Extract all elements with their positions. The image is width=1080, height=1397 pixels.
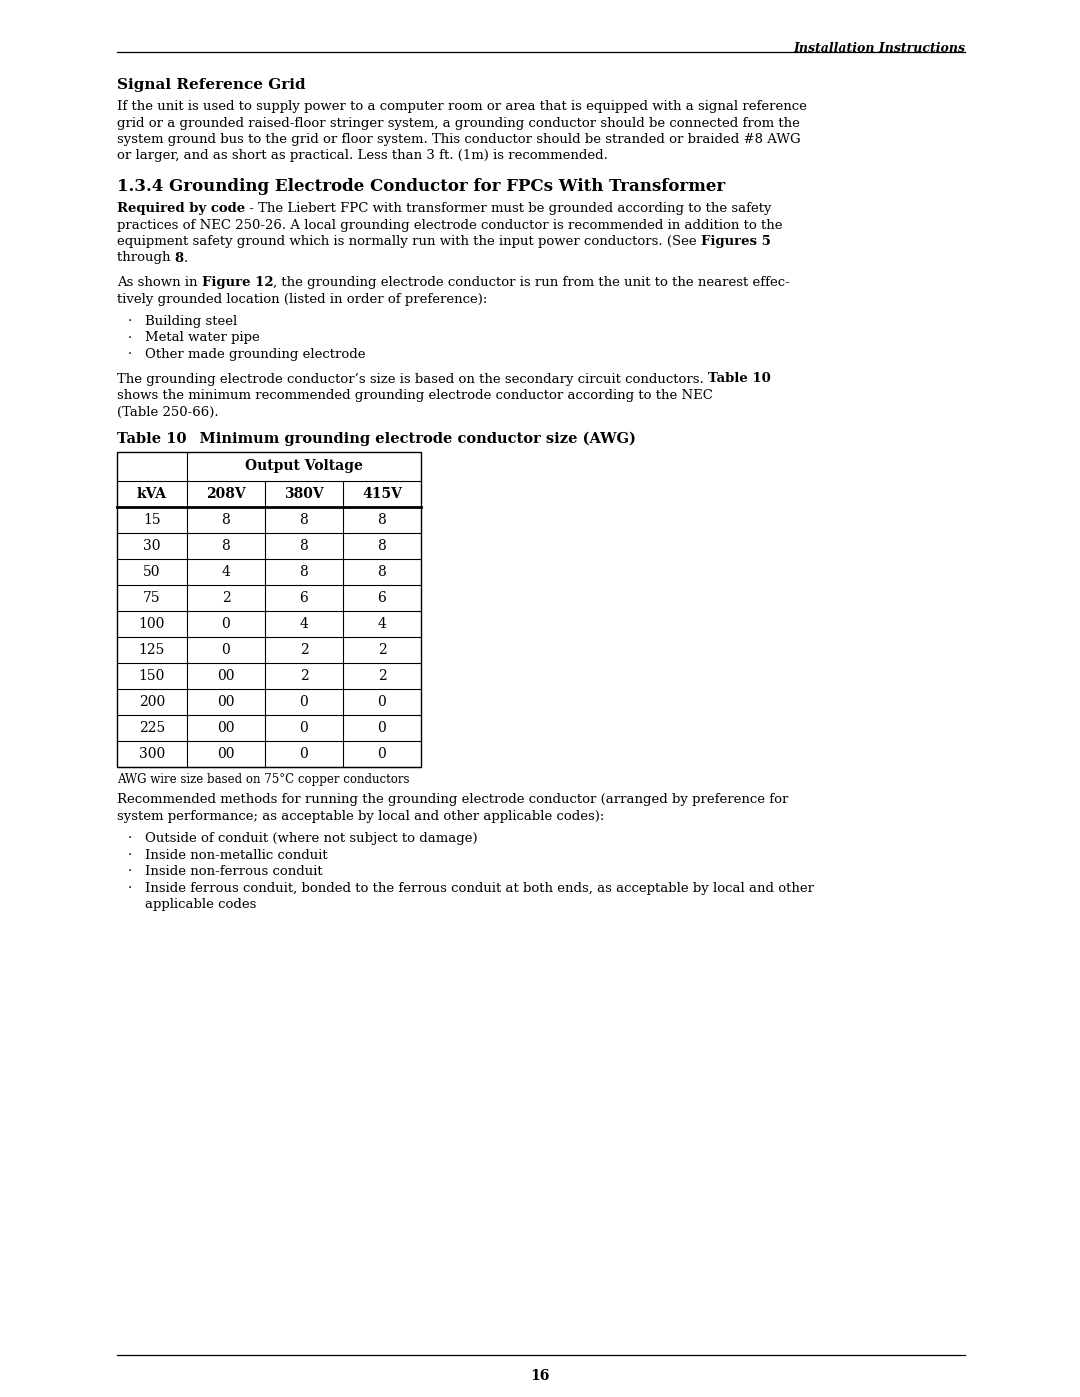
Text: 150: 150 [139,669,165,683]
Text: system performance; as acceptable by local and other applicable codes):: system performance; as acceptable by loc… [117,810,605,823]
Text: system ground bus to the grid or floor system. This conductor should be stranded: system ground bus to the grid or floor s… [117,133,800,147]
Text: 0: 0 [378,746,387,760]
Text: , the grounding electrode conductor is run from the unit to the nearest effec-: , the grounding electrode conductor is r… [273,277,791,289]
Text: 8: 8 [221,513,230,527]
Text: 0: 0 [378,721,387,735]
Text: ·: · [129,882,132,894]
Text: 0: 0 [299,721,309,735]
Text: ·: · [129,848,132,862]
Text: ·: · [129,314,132,328]
Text: 8: 8 [378,564,387,578]
Text: 2: 2 [378,643,387,657]
Text: Figure 12: Figure 12 [202,277,273,289]
Text: The grounding electrode conductor’s size is based on the secondary circuit condu: The grounding electrode conductor’s size… [117,373,708,386]
Text: Grounding Electrode Conductor for FPCs With Transformer: Grounding Electrode Conductor for FPCs W… [168,177,726,196]
Text: Other made grounding electrode: Other made grounding electrode [145,348,365,360]
Text: 4: 4 [378,616,387,630]
Text: 8: 8 [299,513,309,527]
Text: 8: 8 [221,539,230,553]
Text: 225: 225 [139,721,165,735]
Text: 1.3.4: 1.3.4 [117,177,163,196]
Text: AWG wire size based on 75°C copper conductors: AWG wire size based on 75°C copper condu… [117,773,409,785]
Text: 380V: 380V [284,486,324,500]
Text: ·: · [129,331,132,345]
Text: Inside non-metallic conduit: Inside non-metallic conduit [145,848,327,862]
Text: 50: 50 [144,564,161,578]
Text: Inside non-ferrous conduit: Inside non-ferrous conduit [145,865,323,879]
Text: 200: 200 [139,694,165,708]
Text: equipment safety ground which is normally run with the input power conductors. (: equipment safety ground which is normall… [117,235,701,249]
Text: 8: 8 [175,251,184,264]
Text: Table 10: Table 10 [708,373,771,386]
Text: 00: 00 [217,669,234,683]
Text: (Table 250-66).: (Table 250-66). [117,405,218,419]
Text: ·: · [129,833,132,845]
Text: ·: · [129,348,132,360]
Text: Minimum grounding electrode conductor size (AWG): Minimum grounding electrode conductor si… [179,432,636,447]
Text: Signal Reference Grid: Signal Reference Grid [117,78,306,92]
Text: 15: 15 [144,513,161,527]
Text: 8: 8 [378,513,387,527]
Text: grid or a grounded raised-floor stringer system, a grounding conductor should be: grid or a grounded raised-floor stringer… [117,116,800,130]
Text: Outside of conduit (where not subject to damage): Outside of conduit (where not subject to… [145,833,477,845]
Text: 300: 300 [139,746,165,760]
Bar [117,453,421,767]
Text: or larger, and as short as practical. Less than 3 ft. (1m) is recommended.: or larger, and as short as practical. Le… [117,149,608,162]
Text: kVA: kVA [137,486,167,500]
Text: 0: 0 [221,616,230,630]
Text: Recommended methods for running the grounding electrode conductor (arranged by p: Recommended methods for running the grou… [117,793,788,806]
Text: Figures 5: Figures 5 [701,235,771,249]
Text: 2: 2 [299,643,309,657]
Text: 4: 4 [299,616,309,630]
Text: 2: 2 [299,669,309,683]
Text: As shown in: As shown in [117,277,202,289]
Text: 8: 8 [299,539,309,553]
Text: practices of NEC 250-26. A local grounding electrode conductor is recommended in: practices of NEC 250-26. A local groundi… [117,218,783,232]
Text: Metal water pipe: Metal water pipe [145,331,260,345]
Text: Installation Instructions: Installation Instructions [793,42,966,54]
Text: .: . [184,251,188,264]
Text: 4: 4 [221,564,230,578]
Text: 75: 75 [144,591,161,605]
Text: Inside ferrous conduit, bonded to the ferrous conduit at both ends, as acceptabl: Inside ferrous conduit, bonded to the fe… [145,882,814,894]
Text: - The Liebert FPC with transformer must be grounded according to the safety: - The Liebert FPC with transformer must … [245,203,771,215]
Text: Output Voltage: Output Voltage [245,460,363,474]
Text: 6: 6 [299,591,309,605]
Text: 00: 00 [217,721,234,735]
Text: Required by code: Required by code [117,203,245,215]
Text: 8: 8 [378,539,387,553]
Text: 0: 0 [299,746,309,760]
Text: Table 10: Table 10 [117,432,187,446]
Text: 208V: 208V [206,486,246,500]
Text: 2: 2 [378,669,387,683]
Text: 8: 8 [299,564,309,578]
Text: 125: 125 [139,643,165,657]
Text: 0: 0 [299,694,309,708]
Text: 415V: 415V [362,486,402,500]
Text: 0: 0 [221,643,230,657]
Text: Building steel: Building steel [145,314,238,328]
Text: ·: · [129,865,132,879]
Text: shows the minimum recommended grounding electrode conductor according to the NEC: shows the minimum recommended grounding … [117,388,713,402]
Text: 00: 00 [217,746,234,760]
Text: If the unit is used to supply power to a computer room or area that is equipped : If the unit is used to supply power to a… [117,101,807,113]
Text: 0: 0 [378,694,387,708]
Text: applicable codes: applicable codes [145,898,256,911]
Text: through: through [117,251,175,264]
Text: 100: 100 [139,616,165,630]
Text: 00: 00 [217,694,234,708]
Text: tively grounded location (listed in order of preference):: tively grounded location (listed in orde… [117,292,487,306]
Text: 6: 6 [378,591,387,605]
Text: 30: 30 [144,539,161,553]
Text: 2: 2 [221,591,230,605]
Text: 16: 16 [530,1369,550,1383]
